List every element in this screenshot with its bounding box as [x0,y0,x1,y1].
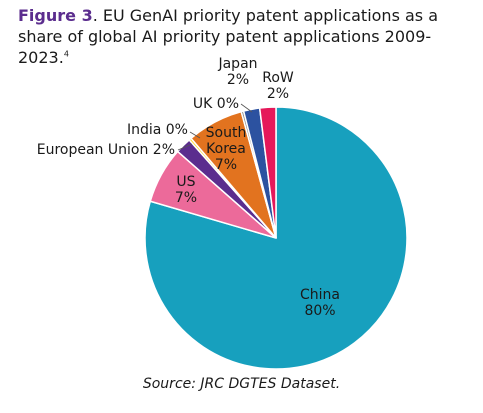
footnote-mark: 4 [63,49,69,59]
pie-label-south-korea: South Korea 7% [206,125,247,173]
pie-label-us: US 7% [175,174,197,206]
leader-line-india [189,131,201,139]
pie-slice-row [258,106,277,239]
source-note: Source: JRC DGTES Dataset. [142,376,341,392]
chart-title: Figure 3. EU GenAI priority patent appli… [18,5,468,68]
pie-label-china: China 80% [300,287,340,319]
pie-label-row: RoW 2% [262,70,294,102]
leader-line-uk [240,103,253,113]
pie-label-european-union: European Union 2% [37,142,175,158]
figure-label: Figure 3 [18,6,93,25]
pie-label-uk: UK 0% [193,96,239,112]
pie-slice-china [144,106,408,370]
pie-label-india: India 0% [127,122,188,138]
pie-label-japan: Japan 2% [217,56,257,88]
pie-labels: China 80% US 7%European Union 2% India 0% Sou… [37,56,340,319]
pie-slices [144,106,408,370]
figure-title-text: . EU GenAI priority patent applications … [18,6,439,67]
leader-line-european-union [177,143,193,151]
pie-leader-lines [177,103,253,151]
